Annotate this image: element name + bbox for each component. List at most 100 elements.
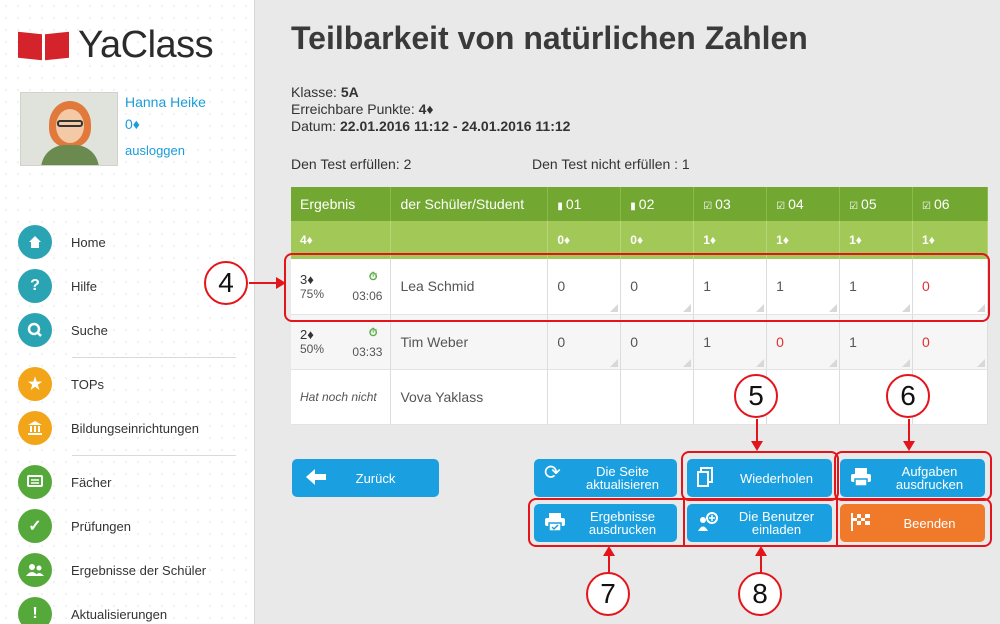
annotation-box-repeat bbox=[681, 451, 839, 501]
callout-arrow bbox=[756, 419, 758, 443]
sidebar-item-subjects[interactable]: Fächer bbox=[18, 460, 236, 504]
checkered-flag-icon bbox=[850, 512, 872, 533]
sidebar-item-help[interactable]: ? Hilfe bbox=[18, 264, 236, 308]
column-header-task[interactable]: ☑ 05 bbox=[839, 187, 914, 221]
sidebar-item-home[interactable]: Home bbox=[18, 220, 236, 264]
task-score-cell[interactable]: 1 bbox=[839, 259, 914, 315]
print-tasks-button[interactable]: Aufgaben ausdrucken bbox=[840, 459, 985, 497]
sidebar-nav: Home ? Hilfe Suche ★ TOPs Bildungseinric… bbox=[18, 220, 236, 624]
printer-check-icon bbox=[544, 512, 566, 533]
task-score-cell[interactable]: 0 bbox=[620, 259, 695, 315]
nav-divider bbox=[72, 357, 236, 358]
logout-link[interactable]: ausloggen bbox=[125, 143, 185, 158]
result-cell: 3♦ 75% ⏱ 03:06 bbox=[291, 259, 392, 315]
arrow-head-icon bbox=[751, 441, 763, 451]
refresh-icon: ⟳ bbox=[544, 462, 561, 484]
edit-icon: ☑ bbox=[703, 201, 713, 212]
task-score-cell bbox=[912, 369, 988, 425]
arrow-head-icon bbox=[903, 441, 915, 451]
date-label: Datum: bbox=[291, 118, 337, 134]
table-row[interactable]: Hat noch nicht Vova Yaklass bbox=[291, 369, 988, 425]
column-header-task[interactable]: ☑ 06 bbox=[912, 187, 988, 221]
sidebar-item-label: Fächer bbox=[71, 474, 112, 490]
task-score-cell bbox=[547, 369, 622, 425]
back-button[interactable]: Zurück bbox=[292, 459, 439, 497]
users-icon bbox=[18, 553, 52, 587]
result-time: 03:33 bbox=[352, 344, 383, 359]
failed-count: Den Test nicht erfüllen : 1 bbox=[532, 156, 690, 172]
task-score-cell[interactable]: 0 bbox=[766, 314, 841, 370]
invite-user-icon bbox=[697, 512, 719, 533]
sidebar-item-label: TOPs bbox=[71, 376, 104, 392]
max-points-cell: 1♦ bbox=[839, 221, 914, 259]
passed-count: Den Test erfüllen: 2 bbox=[291, 156, 412, 172]
callout-6: 6 bbox=[886, 374, 930, 418]
table-header-row: Ergebnis der Schüler/Student ▮ 01 ▮ 02 ☑ 03… bbox=[291, 187, 988, 221]
table-row[interactable]: 3♦ 75% ⏱ 03:06 Lea Schmid 0 0 1 1 1 0 bbox=[291, 259, 988, 315]
sidebar-item-label: Home bbox=[71, 234, 106, 250]
result-score: 3♦ bbox=[300, 271, 314, 287]
annotation-divider bbox=[683, 500, 685, 545]
finish-button[interactable]: Beenden bbox=[840, 504, 985, 542]
max-points-cell: 1♦ bbox=[912, 221, 988, 259]
max-points-cell: 4♦ bbox=[291, 221, 392, 259]
avatar bbox=[20, 92, 118, 166]
print-results-button[interactable]: Ergebnisse ausdrucken bbox=[534, 504, 677, 542]
sidebar-item-student-results[interactable]: Ergebnisse der Schüler bbox=[18, 548, 236, 592]
callout-4: 4 bbox=[204, 261, 248, 305]
sidebar-item-label: Aktualisierungen bbox=[71, 606, 168, 622]
task-score-cell[interactable]: 1 bbox=[839, 314, 914, 370]
book-icon: ▮ bbox=[630, 201, 636, 212]
result-time: 03:06 bbox=[352, 289, 383, 303]
class-label: Klasse: bbox=[291, 84, 337, 100]
task-score-cell[interactable]: 1 bbox=[693, 259, 768, 315]
search-icon bbox=[18, 313, 52, 347]
user-name[interactable]: Hanna Heike bbox=[125, 94, 206, 110]
task-score-cell[interactable]: 1 bbox=[693, 314, 768, 370]
callout-arrow bbox=[249, 282, 279, 284]
task-score-cell[interactable]: 0 bbox=[912, 259, 988, 315]
max-points-cell: 0♦ bbox=[547, 221, 622, 259]
task-score-cell[interactable]: 0 bbox=[547, 314, 622, 370]
sidebar-item-tops[interactable]: ★ TOPs bbox=[18, 362, 236, 406]
sidebar-item-exams[interactable]: ✓ Prüfungen bbox=[18, 504, 236, 548]
column-header-task[interactable]: ▮ 02 bbox=[620, 187, 695, 221]
callout-7: 7 bbox=[586, 572, 630, 616]
sidebar-item-updates[interactable]: ! Aktualisierungen bbox=[18, 592, 236, 624]
points-label: Erreichbare Punkte: bbox=[291, 101, 415, 117]
logo[interactable]: YaClass bbox=[18, 24, 214, 67]
task-score-cell[interactable]: 0 bbox=[547, 259, 622, 315]
table-row[interactable]: 2♦ 50% ⏱ 03:33 Tim Weber 0 0 1 0 1 0 bbox=[291, 314, 988, 370]
edit-icon: ☑ bbox=[922, 201, 931, 212]
edit-icon: ☑ bbox=[849, 201, 859, 212]
task-score-cell[interactable]: 0 bbox=[912, 314, 988, 370]
task-score-cell[interactable]: 1 bbox=[766, 259, 841, 315]
result-cell: 2♦ 50% ⏱ 03:33 bbox=[291, 314, 392, 370]
student-name[interactable]: Lea Schmid bbox=[390, 259, 549, 315]
callout-arrow bbox=[908, 419, 910, 443]
book-icon: ▮ bbox=[557, 201, 563, 212]
arrow-head-icon bbox=[755, 546, 767, 556]
repeat-button[interactable]: Wiederholen bbox=[687, 459, 832, 497]
institution-icon bbox=[18, 411, 52, 445]
student-name[interactable]: Tim Weber bbox=[390, 314, 549, 370]
sidebar-item-label: Bildungseinrichtungen bbox=[71, 420, 199, 436]
callout-arrow bbox=[608, 553, 610, 573]
column-header-task[interactable]: ▮ 01 bbox=[547, 187, 622, 221]
invite-users-button[interactable]: Die Benutzer einladen bbox=[687, 504, 832, 542]
task-score-cell bbox=[620, 369, 695, 425]
printer-icon bbox=[850, 467, 872, 488]
sidebar-item-institutions[interactable]: Bildungseinrichtungen bbox=[18, 406, 236, 450]
column-header-task[interactable]: ☑ 04 bbox=[766, 187, 841, 221]
result-percent: 75% bbox=[300, 286, 325, 301]
column-header-task[interactable]: ☑ 03 bbox=[693, 187, 768, 221]
task-score-cell[interactable]: 0 bbox=[620, 314, 695, 370]
column-header-student: der Schüler/Student bbox=[390, 187, 549, 221]
sidebar-item-label: Suche bbox=[71, 322, 108, 338]
max-points-cell bbox=[390, 221, 549, 259]
column-header-result: Ergebnis bbox=[291, 187, 392, 221]
refresh-page-button[interactable]: ⟳ Die Seite aktualisieren bbox=[534, 459, 677, 497]
student-name[interactable]: Vova Yaklass bbox=[390, 369, 549, 425]
sidebar-item-search[interactable]: Suche bbox=[18, 308, 236, 352]
nav-divider bbox=[72, 455, 236, 456]
